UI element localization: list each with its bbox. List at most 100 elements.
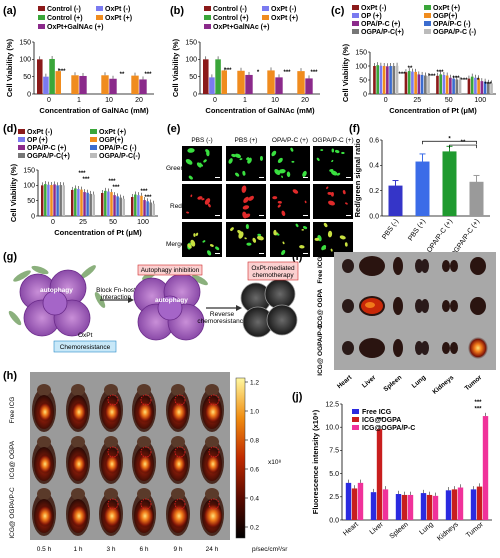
tumor-marker-2-4 xyxy=(174,498,186,510)
x-tick-label-b-0: 0 xyxy=(213,97,217,104)
in-vivo-imaging: Free ICG ICG@ OGPA ICG@ OGPA/P-C 0.5 h 1… xyxy=(9,372,288,553)
y-tick-label-j-0: 0.0 xyxy=(329,517,339,524)
legend-swatch-d-7 xyxy=(90,153,97,158)
bar-d-6-0 xyxy=(59,185,62,216)
sig-d-3: *** xyxy=(112,185,120,191)
bar-a-4-2 xyxy=(109,78,117,94)
colorbar-tick-5: 0.2 xyxy=(250,525,259,532)
sig-d-1: *** xyxy=(82,177,90,183)
bar-j-1-2 xyxy=(401,494,408,520)
tumor-marker-2-5 xyxy=(208,498,220,510)
sig-j-2: *** xyxy=(474,406,482,412)
tumor-marker-1-3 xyxy=(140,446,152,458)
legend-label-c-3: OGP(+) xyxy=(433,13,457,20)
bar-c-2-2 xyxy=(442,74,446,94)
y-tick-label-b-2: 100 xyxy=(185,57,197,64)
bar-c-0-1 xyxy=(404,72,408,94)
y-tick-label-j-3: 7.5 xyxy=(329,448,339,455)
bar-c-5-0 xyxy=(389,66,392,94)
mediated-label-1: OxPt-mediated xyxy=(251,265,295,272)
i-organ-label-2: Spleen xyxy=(382,374,403,393)
e-col-1: PBS (+) xyxy=(235,137,258,144)
y-tick-label-f-1: 0.2 xyxy=(369,188,379,195)
y-tick-label-c-1: 50 xyxy=(359,77,367,84)
bar-j-2-3 xyxy=(432,495,439,520)
bar-d-7-0 xyxy=(62,185,65,216)
autophagy-label-2: autophagy xyxy=(155,297,188,304)
organ-kidneys-0 xyxy=(442,260,450,272)
bar-b-4-2 xyxy=(275,77,283,94)
bar-a-0-0 xyxy=(37,59,43,94)
i-organ-label-4: Kidneys xyxy=(431,374,455,396)
bar-f-0 xyxy=(388,185,403,216)
organ-lung-2 xyxy=(415,341,423,355)
bar-c-6-1 xyxy=(424,75,427,94)
bar-j-2-0 xyxy=(357,482,364,520)
bar-a-3-0 xyxy=(55,71,61,94)
bar-c-0-2 xyxy=(436,75,439,94)
bar-c-1-1 xyxy=(407,71,411,94)
bar-f-1 xyxy=(415,161,430,216)
legend-label-a-3: OxPt (+) xyxy=(105,15,132,22)
y-tick-label-j-4: 10.0 xyxy=(325,425,339,432)
bar-c-5-1 xyxy=(420,74,424,94)
bar-d-1-1 xyxy=(74,188,77,216)
colorbar-tick-1: 1.0 xyxy=(250,409,259,416)
x-tick-label-b-3: 20 xyxy=(301,97,309,104)
micro-tile-2-0 xyxy=(182,222,222,257)
x-tick-label-b-2: 10 xyxy=(271,97,279,104)
mediated-box xyxy=(247,261,299,281)
mechanism-schematic: autophagy OxPt Chemoresistance Block Fn-… xyxy=(8,261,299,353)
tumor-marker-1-4 xyxy=(174,446,186,458)
bar-b-3-0 xyxy=(221,70,227,94)
sig-a-2: *** xyxy=(144,72,152,78)
bar-j-2-5 xyxy=(482,416,489,520)
legend-swatch-c-7 xyxy=(424,29,431,34)
bar-c-2-0 xyxy=(379,65,383,94)
block-label-2: interaction xyxy=(101,294,131,301)
legend-swatch-d-4 xyxy=(18,145,25,150)
bar-c-3-1 xyxy=(414,71,417,94)
sig-d-2: *** xyxy=(108,179,116,185)
legend-swatch-c-3 xyxy=(424,13,431,18)
x-tick-label-j-5: Tumor xyxy=(465,521,485,540)
chart-j: 0.0 2.5 5.0 7.5 10.0 12.5 Fluorescence intensi… xyxy=(311,400,492,543)
bar-c-4-1 xyxy=(417,74,421,94)
tumor-marker-1-2 xyxy=(107,446,119,458)
chemoresistance-box xyxy=(53,340,117,353)
bar-c-4-0 xyxy=(386,66,389,94)
bar-j-2-1 xyxy=(382,489,389,520)
cell-cluster-middle xyxy=(133,273,205,341)
reverse-label-1: Reverse xyxy=(210,311,235,318)
h-time-0: 0.5 h xyxy=(37,546,52,553)
legend-swatch-d-1 xyxy=(90,129,97,134)
organ-kidneys-1 xyxy=(442,300,450,312)
bar-d-7-2 xyxy=(122,198,125,216)
h-time-4: 9 h xyxy=(173,546,182,553)
bar-b-4-3 xyxy=(305,78,313,94)
x-tick-label-a-1: 1 xyxy=(77,97,81,104)
bar-d-6-2 xyxy=(119,197,122,216)
inhibition-label: Autophagy inhibition xyxy=(141,267,200,274)
legend-label-b-1: OxPt (-) xyxy=(271,6,296,13)
bar-c-0-0 xyxy=(373,66,376,94)
legend-label-d-2: OP (+) xyxy=(27,137,48,144)
micro-tile-1-0 xyxy=(182,184,222,219)
e-col-3: OGPA/P-C (+) xyxy=(312,137,353,144)
legend-label-d-7: OGPA/P-C(-) xyxy=(99,153,140,160)
bar-j-1-4 xyxy=(451,489,458,520)
sig-b-1: * xyxy=(257,70,260,76)
x-tick-label-d-2: 50 xyxy=(109,219,117,226)
bar-a-3-1 xyxy=(71,75,79,94)
bar-c-7-1 xyxy=(427,76,430,94)
legend-label-d-5: OPA/P-C (-) xyxy=(99,145,137,152)
h-time-1: 1 h xyxy=(73,546,82,553)
bar-d-5-3 xyxy=(146,201,149,216)
i-row-2: ICG@ OGPA/P-C xyxy=(317,324,324,376)
x-label-d: Concentration of Pt (μM) xyxy=(54,228,142,237)
sig-c-4: *** xyxy=(452,76,460,82)
bar-j-1-1 xyxy=(376,429,383,520)
bar-d-0-1 xyxy=(71,189,74,216)
